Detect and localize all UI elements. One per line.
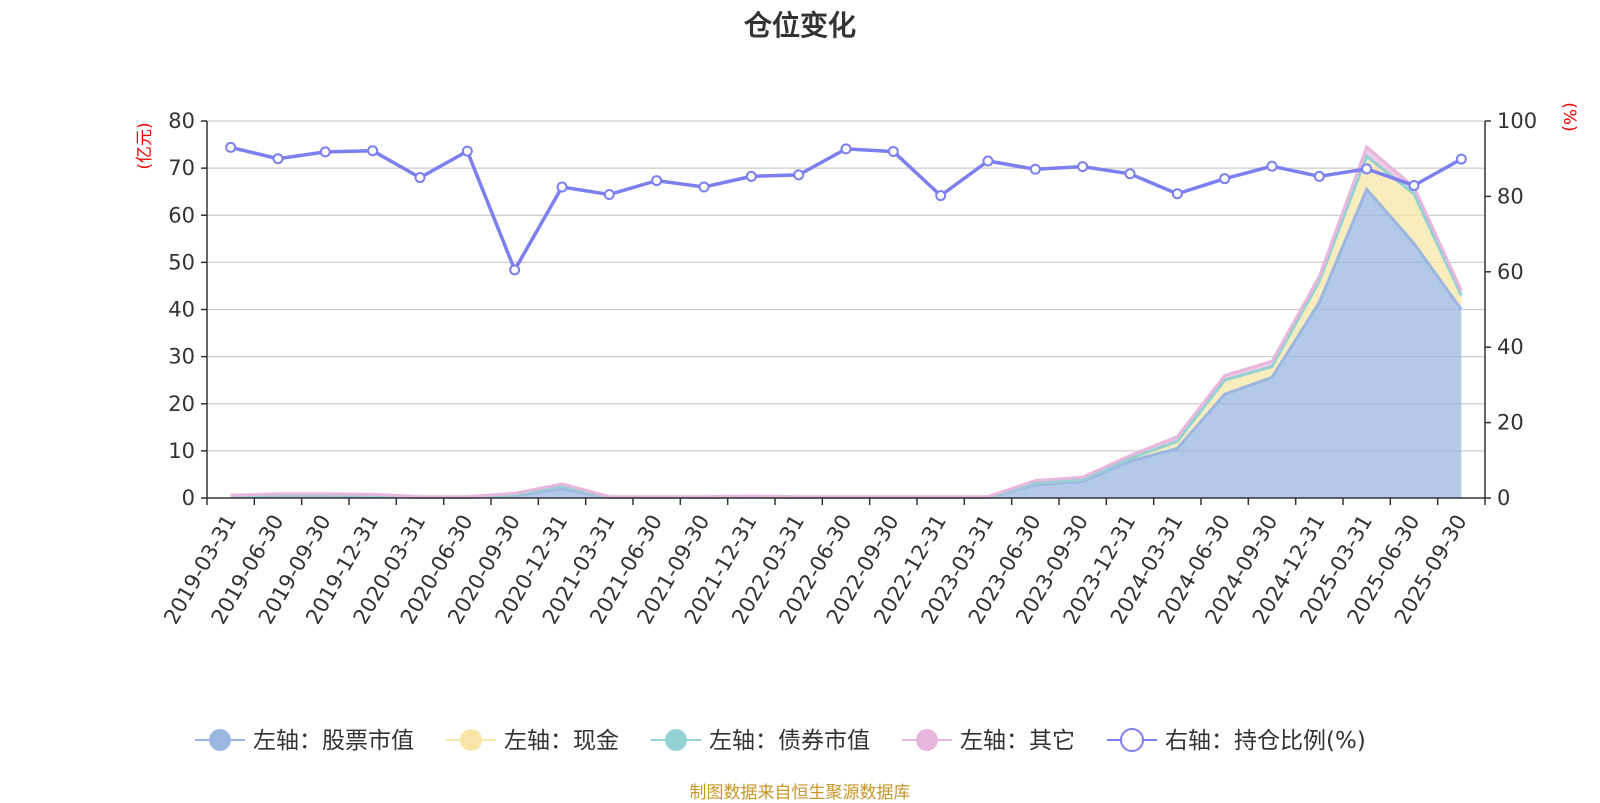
legend-label: 左轴：其它 [960, 728, 1075, 754]
holding-ratio-point [698, 181, 710, 193]
holding-ratio-point [651, 175, 663, 187]
legend-marker [916, 729, 938, 751]
legend-marker [665, 729, 687, 751]
legend-label: 左轴：现金 [504, 728, 619, 754]
holding-ratio-point [272, 153, 284, 165]
holding-ratio-point [1029, 163, 1041, 175]
holding-ratio-point [461, 145, 473, 157]
area-line-左轴：其它 [230, 144, 1463, 499]
legend-label: 右轴：持仓比例(%) [1165, 728, 1366, 754]
left-axis-tick-label: 10 [168, 439, 195, 463]
holding-ratio-point [887, 146, 899, 158]
legend-label: 左轴：债券市值 [709, 728, 870, 754]
holding-ratio-point [982, 155, 994, 167]
legend-marker [460, 729, 482, 751]
holding-ratio-point [745, 170, 757, 182]
legend-label: 左轴：股票市值 [253, 728, 414, 754]
right-axis-tick-label: 20 [1497, 411, 1524, 435]
left-axis-tick-label: 50 [168, 250, 195, 274]
holding-ratio-point [603, 189, 615, 201]
left-axis-tick-label: 0 [182, 486, 195, 510]
holding-ratio-point [225, 141, 237, 153]
holding-ratio-point [840, 143, 852, 155]
holding-ratio-point [1408, 179, 1420, 191]
chart-title: 仓位变化 [743, 9, 856, 42]
holding-ratio-point [319, 146, 331, 158]
legend-marker [209, 729, 231, 751]
holding-ratio-point [935, 190, 947, 202]
left-axis-unit: (亿元) [135, 122, 155, 169]
holding-ratio-point [1124, 168, 1136, 180]
holding-ratio-point [1219, 173, 1231, 185]
holding-ratio-point [793, 169, 805, 181]
holding-ratio-point [1313, 170, 1325, 182]
left-axis-tick-label: 20 [168, 392, 195, 416]
right-axis-tick-label: 80 [1497, 184, 1524, 208]
left-axis-tick-label: 70 [168, 156, 195, 180]
holding-ratio-point [1171, 188, 1183, 200]
source-note: 制图数据来自恒生聚源数据库 [689, 783, 911, 803]
left-axis-tick-label: 60 [168, 203, 195, 227]
holding-ratio-point [1455, 153, 1467, 165]
area-左轴：股票市值 [230, 189, 1462, 499]
holding-ratio-point [1077, 161, 1089, 173]
left-axis-tick-label: 40 [168, 298, 195, 322]
holding-ratio-point [367, 145, 379, 157]
left-axis-tick-label: 30 [168, 345, 195, 369]
holding-ratio-point [1361, 163, 1373, 175]
right-axis-tick-label: 60 [1497, 260, 1524, 284]
holding-ratio-point [414, 172, 426, 184]
holding-ratio-point [556, 181, 568, 193]
right-axis-unit: (%) [1559, 102, 1579, 131]
legend-marker [1120, 728, 1144, 752]
holding-ratio-point [1266, 160, 1278, 172]
holding-ratio-point [509, 264, 521, 276]
right-axis-tick-label: 100 [1497, 109, 1537, 133]
right-axis-tick-label: 0 [1497, 486, 1510, 510]
left-axis-tick-label: 80 [168, 109, 195, 133]
right-axis-tick-label: 40 [1497, 335, 1524, 359]
